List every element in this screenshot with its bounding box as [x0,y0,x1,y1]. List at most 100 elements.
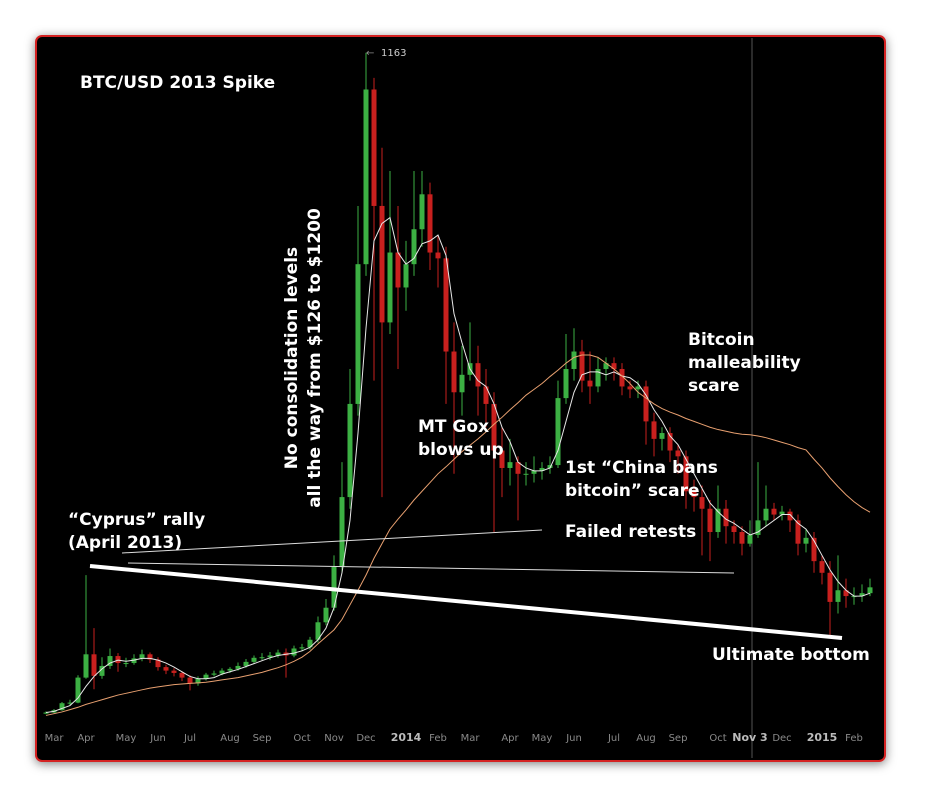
candle-body [675,450,681,457]
candle-body [411,229,417,265]
candle-body [115,656,121,664]
candle-body [355,264,361,404]
candle-body [227,668,233,671]
candle-body [523,473,529,475]
candle-body [315,622,321,640]
x-tick-label: Feb [845,733,863,744]
candle-body [603,363,609,369]
candle-body [595,368,601,387]
annotation: all the way from $126 to $1200 [305,208,325,508]
candle-body [459,374,465,393]
x-tick-label: 2014 [391,731,422,744]
candle-body [611,363,617,369]
x-tick-label: Mar [461,733,481,744]
candle-body [515,462,521,474]
candle-body [499,450,505,468]
annotation: (April 2013) [68,533,182,553]
candle-body [291,648,297,656]
candle-body [747,534,753,544]
candle-body [755,520,761,535]
candle-body [771,508,777,515]
peak-label: 1163 [381,48,406,59]
candle-body [827,572,833,602]
candle-body [763,508,769,521]
candle-body [507,462,513,468]
annotation: “Cyprus” rally [68,510,205,530]
candle-body [139,654,145,659]
candle-body [731,526,737,533]
candle-body [539,467,545,471]
x-tick-label: Dec [356,733,375,744]
candle-body [219,670,225,674]
candle-body [259,657,265,659]
x-tick-label: Mar [45,733,65,744]
candle-body [723,508,729,527]
candle-body [419,194,425,230]
x-tick-label: Nov 3 [732,731,767,744]
candle-body [251,657,257,662]
annotation: MT Gox [418,417,489,437]
x-tick-label: Sep [253,733,272,744]
candle-body [395,252,401,288]
moving-average [45,216,871,714]
candle-body [203,674,209,679]
candle-body [739,532,745,544]
candle-body [563,368,569,399]
x-tick-label: Oct [293,733,310,744]
annotation: blows up [418,440,504,460]
candle-body [547,465,553,468]
candle-body [91,654,97,676]
candle-body [659,433,665,439]
candle-body [795,520,801,544]
candle-body [635,386,641,390]
annotation: bitcoin” scare [565,481,699,501]
candle-body [443,258,449,352]
candle-body [531,470,537,474]
candle-body [859,593,865,597]
candle-body [387,252,393,323]
candle-body [323,607,329,623]
candle-body [163,667,169,671]
candle-body [67,702,73,704]
candle-body [43,712,49,714]
candle-body [715,508,721,533]
candle-body [451,351,457,393]
candle-body [403,264,409,288]
candle-body [627,386,633,390]
annotation: Ultimate bottom [712,645,870,665]
candle-body [371,89,377,206]
candle-body [619,368,625,387]
candle-body [123,663,129,665]
candle-body [699,497,705,509]
moving-average [45,354,871,716]
x-tick-label: Dec [772,733,791,744]
candle-body [651,421,657,439]
x-tick-label: May [532,733,553,744]
x-tick-label: Apr [77,733,95,744]
x-tick-label: Jun [565,733,582,744]
candle-body [331,566,337,608]
x-tick-label: Jul [183,733,196,744]
trend-line [89,564,843,640]
candle-body [275,652,281,656]
candle-body [435,252,441,259]
candle-body [475,363,481,387]
annotation: Failed retests [565,522,696,542]
candle-body [427,194,433,253]
candle-body [587,380,593,387]
plot [43,52,873,716]
candle-body [59,703,65,711]
candle-body [195,678,201,684]
candle-body [211,673,217,675]
candle-body [179,672,185,678]
candle-body [555,398,561,466]
candle-body [811,537,817,562]
candle-body [99,665,105,676]
candle-body [267,655,273,658]
candle-body [347,403,353,498]
candle-body [691,491,697,498]
annotation: Bitcoin [688,330,755,350]
x-tick-label: Jul [607,733,620,744]
x-tick-label: Jun [149,733,166,744]
